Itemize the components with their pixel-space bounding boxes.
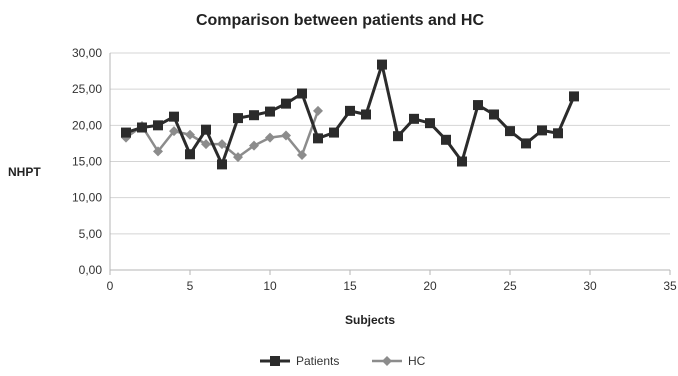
y-tick-label: 25,00 [72,82,102,96]
legend-marker [270,356,280,366]
tick-labels: 0,00 5,00 10,00 15,00 20,00 25,00 30,00 0 5 10 15 2… [72,46,677,293]
data-point [537,125,547,136]
y-tick-label: 10,00 [72,191,102,205]
data-point [265,132,275,143]
data-point [169,111,179,122]
data-point [281,130,291,141]
data-point [505,126,515,137]
data-point [201,139,211,150]
x-tick-label: 20 [423,279,437,293]
data-point [457,156,467,167]
data-point [377,59,387,70]
legend-marker [382,356,392,366]
data-point [473,100,483,111]
plot-area [121,59,579,170]
y-tick-label: 0,00 [79,263,103,277]
x-axis-label: Subjects [345,313,395,327]
data-point [217,159,227,170]
data-point [425,118,435,129]
data-point [137,122,147,133]
x-tick-label: 35 [663,279,677,293]
series-patients [121,59,579,170]
x-tick-label: 25 [503,279,517,293]
legend-item-hc: HC [372,354,426,368]
data-point [297,149,307,160]
x-tick-label: 30 [583,279,597,293]
data-point [217,139,227,150]
data-point [281,98,291,109]
y-tick-label: 5,00 [79,227,103,241]
data-point [185,149,195,160]
data-point [393,131,403,142]
data-point [441,134,451,145]
data-point [313,133,323,144]
data-point [553,128,563,139]
data-point [297,88,307,99]
legend-label: HC [408,354,426,368]
x-tick-label: 5 [187,279,194,293]
legend-item-patients: Patients [260,354,339,368]
grid [110,52,670,271]
legend: Patients HC [260,354,426,368]
x-tick-label: 15 [343,279,357,293]
data-point [361,109,371,120]
legend-label: Patients [296,354,339,368]
data-point [265,106,275,117]
series-hc [121,105,323,163]
data-point [153,120,163,131]
data-point [313,105,323,116]
y-tick-label: 30,00 [72,46,102,60]
data-point [345,105,355,116]
x-tick-label: 10 [263,279,277,293]
data-point [569,91,579,102]
data-point [169,126,179,137]
data-point [409,113,419,124]
data-point [233,152,243,163]
axes [109,53,671,275]
y-tick-label: 15,00 [72,155,102,169]
data-point [329,127,339,138]
data-point [201,124,211,135]
data-point [249,110,259,121]
chart-title: Comparison between patients and HC [196,12,484,29]
y-axis-label: NHPT [8,165,41,179]
data-point [521,138,531,149]
data-point [233,113,243,124]
x-tick-label: 0 [107,279,114,293]
y-tick-label: 20,00 [72,118,102,132]
data-point [121,127,131,138]
data-point [153,146,163,157]
data-point [185,129,195,140]
data-point [489,109,499,120]
data-point [249,140,259,151]
